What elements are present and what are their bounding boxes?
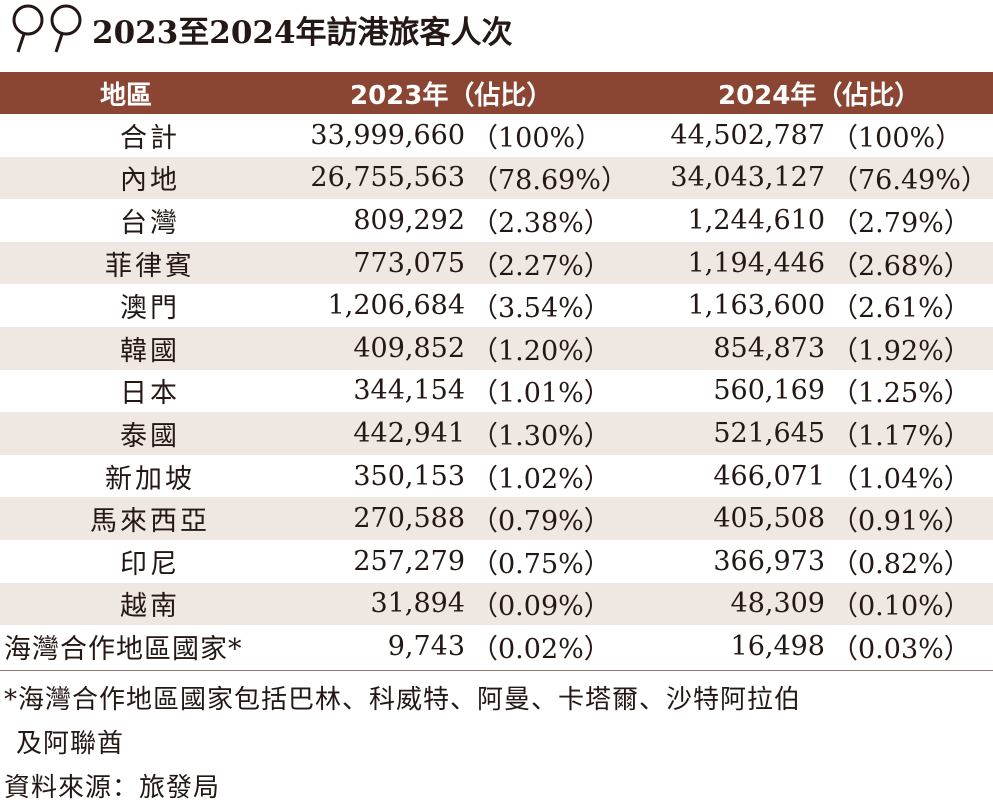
header-region: 地區 <box>100 80 153 111</box>
share-2023-cell: （1.30%） <box>471 420 611 452</box>
share-2023-cell: （2.38%） <box>471 207 611 239</box>
share-2023-cell: （1.01%） <box>471 378 611 410</box>
value-2023-cell: 773,075 <box>353 247 465 279</box>
title-bar: 2023至2024年訪港旅客人次 <box>8 2 513 56</box>
double-lollipop-icon <box>12 4 82 53</box>
share-2024-cell: （0.03%） <box>831 633 971 665</box>
value-2023-cell: 809,292 <box>353 204 465 236</box>
region-cell: 日本 <box>120 378 180 410</box>
table-row: 越南 31,894 （0.09%） 48,309 （0.10%） <box>0 582 993 626</box>
share-2024-cell: （0.10%） <box>831 591 971 623</box>
share-2023-cell: （100%） <box>471 122 603 154</box>
region-cell: 馬來西亞 <box>90 506 210 538</box>
share-2024-cell: （1.92%） <box>831 335 971 367</box>
header-2023: 2023年（佔比） <box>350 80 553 111</box>
value-2024-cell: 44,502,787 <box>670 119 825 151</box>
table-row: 海灣合作地區國家* 9,743 （0.02%） 16,498 （0.03%） <box>0 625 993 668</box>
share-2023-cell: （1.20%） <box>471 335 611 367</box>
share-2024-cell: （2.79%） <box>831 207 971 239</box>
value-2023-cell: 26,755,563 <box>310 162 465 194</box>
value-2023-cell: 442,941 <box>353 417 465 449</box>
footnote-line-1: *海灣合作地區國家包括巴林、科威特、阿曼、卡塔爾、沙特阿拉伯 <box>4 685 802 715</box>
value-2024-cell: 366,973 <box>713 545 825 577</box>
value-2024-cell: 854,873 <box>713 332 825 364</box>
table-row: 新加坡 350,153 （1.02%） 466,071 （1.04%） <box>0 455 993 498</box>
region-cell: 澳門 <box>120 293 180 325</box>
region-cell: 內地 <box>120 165 180 197</box>
share-2024-cell: （2.61%） <box>831 293 971 325</box>
source-note: 資料來源：旅發局 <box>4 773 221 803</box>
table-row: 菲律賓 773,075 （2.27%） 1,194,446 （2.68%） <box>0 241 993 285</box>
region-cell: 韓國 <box>120 335 180 367</box>
value-2023-cell: 344,154 <box>353 375 465 407</box>
table-row: 泰國 442,941 （1.30%） 521,645 （1.17%） <box>0 412 993 455</box>
share-2024-cell: （76.49%） <box>831 165 988 197</box>
header-2024: 2024年（佔比） <box>718 80 921 111</box>
share-2023-cell: （1.02%） <box>471 463 611 495</box>
value-2024-cell: 1,194,446 <box>687 247 825 279</box>
value-2024-cell: 48,309 <box>730 588 825 620</box>
value-2023-cell: 1,206,684 <box>327 290 465 322</box>
share-2024-cell: （2.68%） <box>831 250 971 282</box>
share-2023-cell: （0.02%） <box>471 633 611 665</box>
value-2024-cell: 560,169 <box>713 375 825 407</box>
value-2023-cell: 31,894 <box>370 588 465 620</box>
value-2023-cell: 409,852 <box>353 332 465 364</box>
page-title: 2023至2024年訪港旅客人次 <box>92 14 513 51</box>
region-cell: 越南 <box>120 591 180 623</box>
table-row: 合計 33,999,660 （100%） 44,502,787 （100%） <box>0 114 993 157</box>
share-2023-cell: （3.54%） <box>471 293 611 325</box>
value-2024-cell: 1,163,600 <box>687 290 825 322</box>
region-cell: 台灣 <box>120 207 180 239</box>
region-cell: 海灣合作地區國家* <box>4 633 243 665</box>
share-2023-cell: （0.79%） <box>471 506 611 538</box>
region-cell: 印尼 <box>120 548 180 580</box>
value-2023-cell: 270,588 <box>353 503 465 535</box>
table-row: 澳門 1,206,684 （3.54%） 1,163,600 （2.61%） <box>0 284 993 327</box>
share-2023-cell: （2.27%） <box>471 250 611 282</box>
table-bottom-rule <box>0 670 993 671</box>
table-row: 韓國 409,852 （1.20%） 854,873 （1.92%） <box>0 326 993 370</box>
value-2024-cell: 16,498 <box>730 630 825 662</box>
visitor-table: 地區 2023年（佔比） 2024年（佔比） 合計 33,999,660 （100%… <box>0 72 993 668</box>
table-row: 馬來西亞 270,588 （0.79%） 405,508 （0.91%） <box>0 497 993 540</box>
share-2024-cell: （100%） <box>831 122 963 154</box>
value-2023-cell: 257,279 <box>353 545 465 577</box>
value-2024-cell: 466,071 <box>713 460 825 492</box>
region-cell: 泰國 <box>120 420 180 452</box>
share-2024-cell: （0.82%） <box>831 548 971 580</box>
region-cell: 合計 <box>120 122 180 154</box>
notes: *海灣合作地區國家包括巴林、科威特、阿曼、卡塔爾、沙特阿拉伯 及阿聯酋 資料來源… <box>4 678 989 810</box>
footnote-line-2: 及阿聯酋 <box>16 729 125 759</box>
region-cell: 新加坡 <box>105 463 195 495</box>
share-2023-cell: （78.69%） <box>471 165 628 197</box>
value-2024-cell: 405,508 <box>713 503 825 535</box>
table-row: 台灣 809,292 （2.38%） 1,244,610 （2.79%） <box>0 199 993 242</box>
value-2024-cell: 1,244,610 <box>687 204 825 236</box>
value-2023-cell: 350,153 <box>353 460 465 492</box>
share-2024-cell: （1.17%） <box>831 420 971 452</box>
value-2024-cell: 34,043,127 <box>670 162 825 194</box>
table-row: 日本 344,154 （1.01%） 560,169 （1.25%） <box>0 370 993 413</box>
region-cell: 菲律賓 <box>105 250 195 282</box>
share-2023-cell: （0.75%） <box>471 548 611 580</box>
share-2024-cell: （1.25%） <box>831 378 971 410</box>
share-2024-cell: （0.91%） <box>831 506 971 538</box>
table-row: 內地 26,755,563 （78.69%） 34,043,127 （76.49%） <box>0 156 993 200</box>
table-header: 地區 2023年（佔比） 2024年（佔比） <box>0 72 993 114</box>
value-2024-cell: 521,645 <box>713 417 825 449</box>
share-2024-cell: （1.04%） <box>831 463 971 495</box>
value-2023-cell: 33,999,660 <box>310 119 465 151</box>
table-body: 合計 33,999,660 （100%） 44,502,787 （100%） 內地 26,7… <box>0 114 993 668</box>
share-2023-cell: （0.09%） <box>471 591 611 623</box>
value-2023-cell: 9,743 <box>387 630 465 662</box>
table-row: 印尼 257,279 （0.75%） 366,973 （0.82%） <box>0 540 993 583</box>
